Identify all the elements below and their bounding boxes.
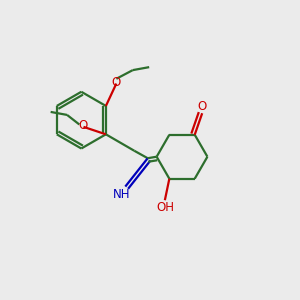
Text: O: O bbox=[198, 100, 207, 113]
Text: O: O bbox=[112, 76, 121, 88]
Text: NH: NH bbox=[113, 188, 130, 201]
Text: O: O bbox=[78, 119, 87, 132]
Text: OH: OH bbox=[157, 201, 175, 214]
